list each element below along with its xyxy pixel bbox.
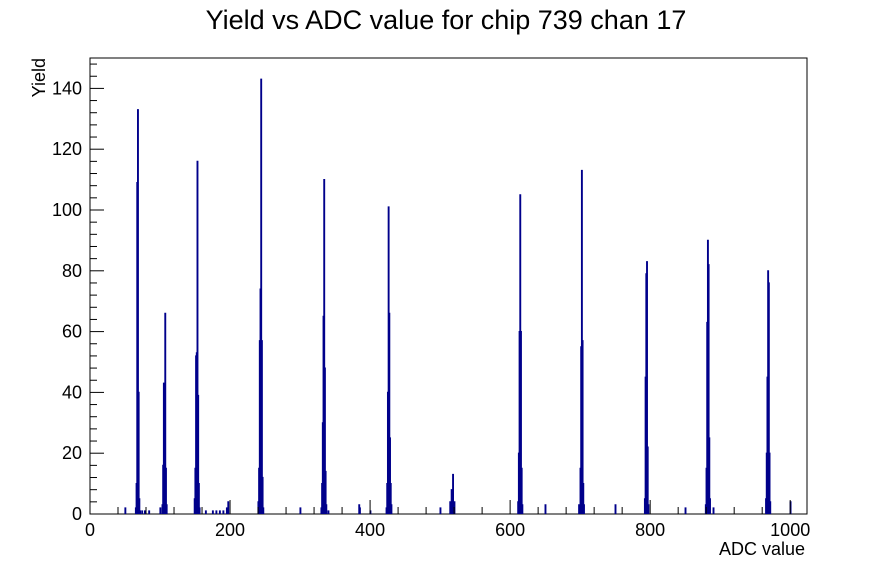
histogram-bin-24 [197, 394, 200, 514]
histogram-bin-39 [260, 340, 263, 514]
histogram-bin-49 [324, 470, 327, 514]
histogram-bin-80 [581, 340, 584, 514]
histogram-bin-66 [452, 473, 454, 514]
y-axis: 0 20 40 60 80 100 120 140 [52, 63, 104, 524]
y-tick-label: 80 [62, 261, 82, 281]
histogram-bin-27 [204, 510, 207, 514]
histogram-bin-8 [141, 510, 144, 514]
x-tick-label: 800 [635, 520, 665, 540]
histogram-bin-32 [225, 507, 228, 514]
histogram-bin-18 [165, 504, 168, 514]
histogram-bin-25 [197, 483, 200, 514]
histogram-bin-88 [646, 446, 649, 514]
histogram-bin-48 [323, 367, 326, 514]
x-tick-label: 1000 [770, 520, 810, 540]
histogram-bin-98 [712, 507, 715, 514]
histogram-bin-103 [767, 282, 770, 514]
histogram-bin-9 [144, 510, 146, 514]
x-tick-label: 400 [355, 520, 385, 540]
y-tick-label: 0 [72, 504, 82, 524]
x-axis-label: ADC value [719, 539, 805, 559]
histogram-bin-26 [198, 507, 201, 514]
y-tick-label: 60 [62, 322, 82, 342]
histogram-bin-23 [196, 160, 199, 514]
histogram-bin-53 [358, 507, 361, 514]
histogram-bin-76 [578, 504, 581, 514]
histogram-bin-87 [646, 261, 648, 514]
histogram-bin-5 [137, 391, 140, 514]
histogram-bin-17 [165, 467, 167, 514]
histogram-bin-73 [520, 467, 523, 514]
histogram-bin-95 [707, 264, 710, 514]
histogram-bin-7 [139, 510, 142, 514]
histogram-bin-6 [138, 498, 141, 514]
histogram-bin-11 [159, 507, 162, 514]
histogram-bin-83 [614, 504, 617, 514]
histogram-bin-89 [647, 504, 650, 514]
histogram-bin-82 [583, 504, 585, 514]
histogram-bin-41 [262, 507, 265, 514]
histogram-bin-81 [582, 483, 585, 514]
y-axis-label: Yield [29, 58, 49, 97]
chart-title: Yield vs ADC value for chip 739 chan 17 [206, 5, 687, 35]
histogram-bin-105 [769, 501, 772, 514]
histogram-bin-29 [215, 510, 218, 514]
histogram-bin-97 [709, 498, 711, 514]
histogram-bin-61 [389, 483, 392, 514]
histogram-bin-16 [164, 312, 167, 514]
x-tick-label: 0 [85, 520, 95, 540]
histogram-bin-28 [211, 510, 214, 514]
y-tick-label: 20 [62, 443, 82, 463]
histogram-bin-62 [390, 504, 393, 514]
histogram-bin-10 [148, 510, 151, 514]
y-tick-label: 40 [62, 382, 82, 402]
y-tick-label: 120 [52, 139, 82, 159]
histogram-bin-30 [218, 510, 221, 514]
x-tick-label: 200 [215, 520, 245, 540]
histogram-bin-72 [520, 331, 522, 514]
histogram-bin-38 [260, 78, 263, 514]
x-axis: 0 200 400 600 800 1000 [85, 500, 810, 540]
histogram-bin-104 [768, 452, 771, 514]
histogram-bin-40 [261, 476, 264, 514]
histogram-bars [124, 78, 792, 514]
histogram-bin-0 [124, 507, 127, 514]
histogram-bin-90 [684, 507, 687, 514]
histogram-bin-96 [708, 437, 711, 514]
plot-frame [89, 57, 808, 515]
histogram-bin-65 [450, 489, 453, 514]
histogram-bin-74 [521, 504, 524, 514]
histogram-bin-42 [299, 507, 302, 514]
histogram-bin-63 [439, 507, 442, 514]
histogram-bin-51 [327, 510, 330, 514]
histogram-bin-50 [325, 504, 328, 514]
histogram-bin-4 [137, 109, 139, 514]
histogram-bin-47 [323, 179, 326, 514]
y-tick-label: 140 [52, 78, 82, 98]
histogram-bin-59 [388, 312, 391, 514]
histogram-bin-33 [227, 501, 230, 514]
histogram-bin-75 [544, 504, 547, 514]
histogram-bin-64 [449, 501, 452, 514]
histogram-bin-60 [389, 437, 391, 514]
y-tick-label: 100 [52, 200, 82, 220]
histogram-bin-31 [222, 510, 225, 514]
x-tick-label: 600 [495, 520, 525, 540]
